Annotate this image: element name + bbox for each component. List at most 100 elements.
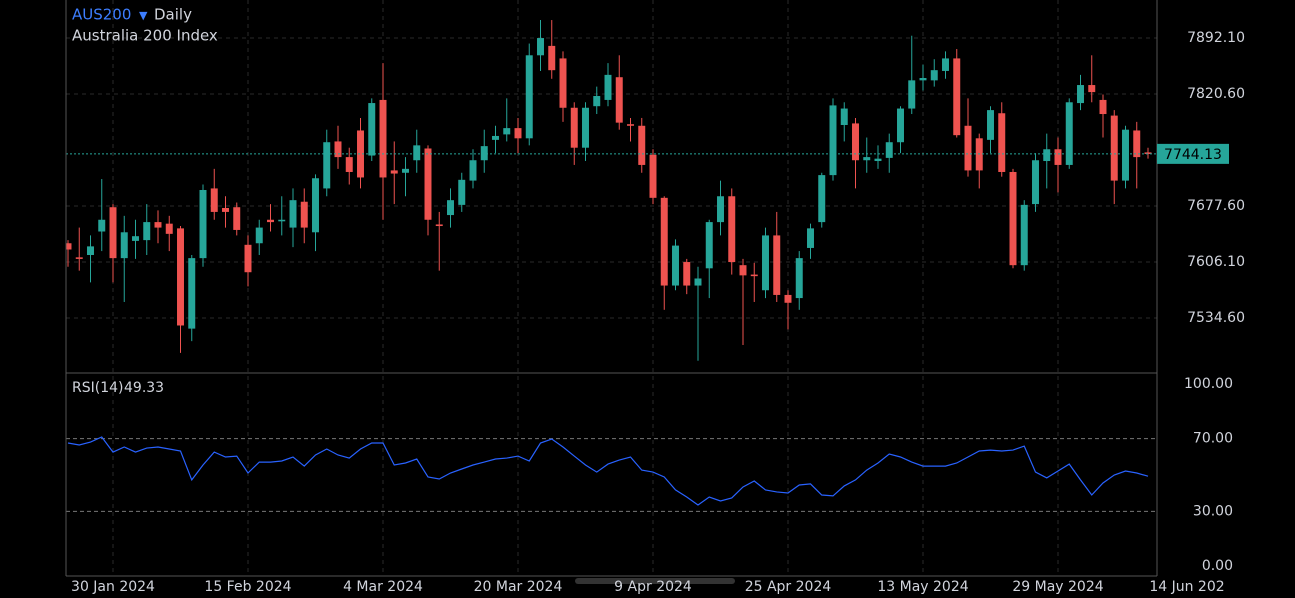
candle-body — [717, 196, 724, 223]
rsi-tick-label: 70.00 — [1193, 431, 1233, 447]
candle-body — [807, 228, 814, 248]
candle-body — [1122, 129, 1129, 181]
candle-body — [1099, 99, 1107, 115]
candle-body — [548, 45, 556, 71]
candle-body — [278, 219, 286, 222]
rsi-tick-label: 30.00 — [1193, 503, 1233, 519]
candle-body — [244, 244, 252, 273]
candle-body — [537, 38, 544, 56]
candle-body — [525, 55, 533, 139]
rsi-value: 49.33 — [124, 380, 164, 396]
candle-body — [424, 148, 432, 220]
interval[interactable]: Daily — [154, 6, 192, 24]
candle-body — [255, 227, 263, 244]
rsi-title: RSI(14) — [72, 380, 123, 396]
candle-body — [98, 219, 106, 232]
subtitle: Australia 200 Index — [72, 27, 218, 45]
candle-body — [458, 179, 466, 205]
candle-body — [863, 157, 871, 161]
candle-body — [267, 219, 274, 223]
candle-body — [593, 96, 601, 107]
candle-body — [1133, 130, 1141, 158]
candle-body — [649, 154, 657, 198]
candle-body — [357, 130, 364, 178]
scrollbar[interactable] — [575, 578, 735, 584]
rsi-panel — [67, 436, 1149, 506]
candle-body — [784, 294, 792, 303]
x-tick-label: 14 Jun 202 — [1149, 579, 1224, 595]
candle-body — [818, 175, 826, 223]
candle-body — [514, 128, 522, 139]
candle-body — [762, 235, 769, 291]
x-tick-label: 20 Mar 2024 — [474, 579, 563, 595]
candle-body — [323, 142, 331, 189]
candle-body — [964, 125, 972, 171]
candle-body — [874, 158, 882, 162]
candle-body — [132, 236, 139, 241]
candle-body — [435, 224, 443, 227]
candles — [66, 20, 1157, 361]
symbol[interactable]: AUS200 — [72, 6, 131, 24]
x-tick-label: 30 Jan 2024 — [71, 579, 155, 595]
candle-body — [1110, 115, 1118, 181]
y-tick-label: 7820.60 — [1187, 86, 1245, 102]
candle-body — [447, 200, 454, 216]
candle-body — [222, 208, 229, 212]
candle-body — [492, 135, 499, 140]
candle-body — [683, 262, 691, 286]
candle-body — [728, 196, 736, 263]
symbol-dropdown-icon[interactable]: ▼ — [139, 9, 148, 22]
candle-body — [604, 74, 612, 100]
candle-body — [638, 125, 646, 165]
candle-body — [345, 157, 353, 172]
candle-body — [908, 80, 916, 109]
rsi-tick-label: 100.00 — [1184, 376, 1233, 392]
candle-body — [503, 128, 511, 135]
rsi-tick-label: 0.00 — [1202, 558, 1233, 574]
candle-body — [919, 78, 927, 81]
candle-body — [165, 223, 173, 234]
candle-body — [66, 243, 72, 250]
candle-body — [953, 58, 961, 136]
candle-body — [705, 222, 713, 269]
candle-body — [627, 124, 634, 126]
candle-body — [998, 113, 1006, 172]
candle-body — [368, 103, 376, 156]
grid — [66, 0, 1157, 576]
x-tick-label: 13 May 2024 — [877, 579, 968, 595]
candle-body — [1009, 171, 1017, 266]
candle-body — [773, 235, 781, 295]
y-tick-label: 7677.60 — [1187, 198, 1245, 214]
last-price-box — [1157, 143, 1229, 164]
candle-body — [1144, 152, 1152, 154]
y-tick-label: 7892.10 — [1187, 30, 1245, 46]
candle-body — [582, 107, 589, 148]
candle-body — [379, 99, 387, 178]
x-tick-label: 9 Apr 2024 — [614, 579, 692, 595]
x-tick-label: 25 Apr 2024 — [745, 579, 832, 595]
candle-body — [942, 58, 949, 71]
candle-body — [672, 245, 679, 286]
candle-body — [930, 70, 938, 81]
axes: 7534.60 7606.10 7677.60 7820.60 7892.10 0.00 3… — [71, 30, 1245, 595]
candle-body — [188, 258, 196, 329]
x-tick-label: 4 Mar 2024 — [343, 579, 423, 595]
candle-body — [312, 178, 319, 233]
candle-body — [897, 108, 904, 143]
y-tick-label: 7606.10 — [1187, 254, 1245, 270]
candle-body — [469, 160, 477, 181]
candle-body — [334, 141, 342, 158]
candle-body — [694, 278, 702, 286]
candle-body — [413, 145, 421, 161]
candle-body — [852, 123, 859, 161]
candle-body — [177, 228, 184, 326]
candle-body — [390, 170, 398, 174]
candle-body — [210, 188, 218, 212]
candle-body — [570, 107, 578, 148]
candle-body — [143, 222, 151, 241]
candle-body — [75, 257, 83, 259]
candle-body — [795, 258, 803, 299]
x-tick-label: 29 May 2024 — [1012, 579, 1103, 595]
candle-body — [109, 207, 117, 259]
